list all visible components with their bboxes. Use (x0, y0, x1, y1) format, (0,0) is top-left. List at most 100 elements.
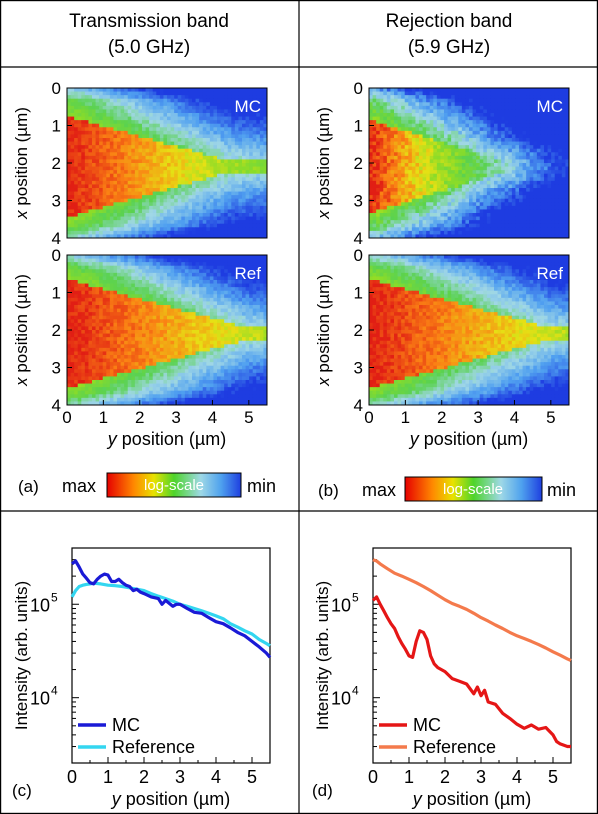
heatmap-cell (95, 138, 100, 142)
heatmap-cell (558, 95, 563, 100)
heatmap-cell (422, 88, 427, 92)
heatmap-cell (113, 105, 118, 110)
heatmap-cell (77, 365, 82, 370)
heatmap-cell (142, 280, 146, 284)
heatmap-cell (238, 326, 243, 331)
heatmap-cell (436, 102, 441, 107)
heatmap-cell (138, 301, 143, 306)
heatmap-cell (174, 380, 179, 384)
heatmap-cell (181, 380, 186, 384)
heatmap-cell (234, 202, 239, 207)
heatmap-cell (177, 280, 182, 284)
heatmap-cell (120, 170, 125, 175)
heatmap-cell (249, 319, 254, 324)
heatmap-cell (142, 262, 146, 267)
heatmap-cell (142, 159, 146, 164)
heatmap-cell (202, 127, 207, 132)
heatmap-cell (242, 141, 246, 146)
heatmap-cell (177, 180, 182, 185)
heatmap-cell (231, 213, 236, 217)
heatmap-cell (231, 105, 236, 110)
heatmap-cell (224, 102, 229, 107)
heatmap-cell (202, 88, 207, 92)
heatmap-cell (184, 301, 189, 306)
heatmap-cell (106, 188, 111, 192)
heatmap-cell (372, 102, 377, 107)
heatmap-cell (163, 95, 168, 100)
heatmap-cell (202, 337, 207, 342)
heatmap-cell (184, 195, 189, 200)
heatmap-cell (152, 315, 157, 320)
heatmap-cell (88, 355, 93, 359)
heatmap-cell (102, 230, 107, 235)
heatmap-cell (220, 380, 225, 384)
heatmap-cell (152, 269, 157, 274)
heatmap-cell (131, 116, 136, 121)
heatmap-cell (138, 258, 143, 263)
heatmap-cell (224, 258, 229, 263)
heatmap-cell (88, 330, 93, 334)
heatmap-cell (117, 109, 121, 114)
heatmap-cell (70, 180, 75, 185)
heatmap-cell (142, 258, 146, 263)
heatmap-cell (177, 145, 182, 150)
heatmap-cell (145, 138, 150, 142)
heatmap-cell (92, 209, 96, 214)
heatmap-cell (245, 315, 250, 320)
heatmap-cell (74, 290, 79, 295)
heatmap-cell (167, 202, 171, 207)
heatmap-cell (124, 209, 129, 214)
heatmap-cell (88, 152, 93, 157)
heatmap-cell (192, 358, 196, 363)
heatmap-cell (117, 166, 121, 171)
heatmap-cell (195, 159, 200, 164)
heatmap-cell (195, 319, 200, 324)
heatmap-cell (127, 177, 132, 182)
heatmap-cell (415, 88, 420, 92)
heatmap-cell (156, 148, 161, 153)
heatmap-cell (106, 145, 111, 150)
heatmap-cell (217, 262, 221, 267)
heatmap-cell (84, 269, 89, 274)
heatmap-cell (249, 362, 254, 367)
heatmap-cell (195, 294, 200, 299)
heatmap-cell (234, 234, 239, 239)
heatmap-cell (263, 105, 268, 110)
heatmap-cell (263, 220, 268, 225)
heatmap-cell (152, 362, 157, 367)
heatmap-cell (188, 138, 193, 142)
heatmap-cell (138, 305, 143, 309)
heatmap-cell (99, 269, 104, 274)
heatmap-cell (77, 258, 82, 263)
heatmap-cell (99, 265, 104, 270)
heatmap-cell (117, 397, 121, 402)
heatmap-cell (74, 202, 79, 207)
heatmap-cell (188, 269, 193, 274)
heatmap-cell (120, 390, 125, 395)
heatmap-cell (206, 315, 211, 320)
heatmap-cell (213, 262, 218, 267)
heatmap-cell (213, 355, 218, 359)
heatmap-cell (174, 198, 179, 203)
heatmap-cell (259, 287, 264, 292)
heatmap-cell (213, 258, 218, 263)
heatmap-cell (113, 180, 118, 185)
heatmap-cell (124, 380, 129, 384)
heatmap-cell (124, 390, 129, 395)
heatmap-cell (206, 223, 211, 228)
heatmap-cell (92, 397, 96, 402)
heatmap-cell (99, 170, 104, 175)
heatmap-cell (156, 98, 161, 103)
heatmap-cell (252, 109, 257, 114)
y-tick-label: 4 (52, 229, 61, 248)
heatmap-cell (202, 180, 207, 185)
heatmap-cell (70, 163, 75, 167)
heatmap-cell (429, 91, 434, 96)
heatmap-cell (199, 88, 204, 92)
heatmap-cell (142, 330, 146, 334)
heatmap-cell (263, 326, 268, 331)
heatmap-cell (102, 130, 107, 135)
heatmap-cell (565, 98, 570, 103)
heatmap-cell (167, 184, 171, 189)
heatmap-cell (120, 380, 125, 384)
